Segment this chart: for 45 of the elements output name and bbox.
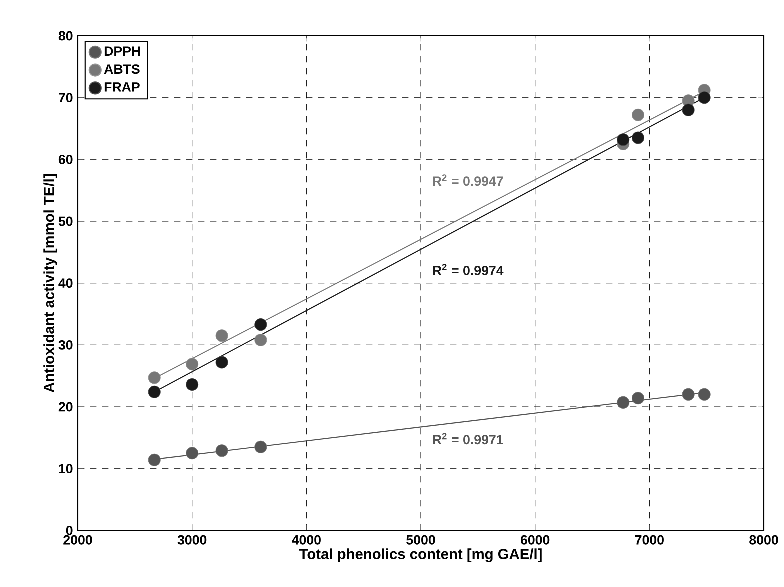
point (617, 134, 630, 146)
point (254, 334, 268, 347)
point (632, 132, 645, 144)
x-tick-label: 3000 (178, 536, 207, 545)
y-tick-label: 70 (59, 93, 73, 103)
y-tick-label: 80 (58, 31, 73, 41)
point (682, 388, 695, 402)
point (186, 358, 199, 371)
x-axis-title: Total phenolics content [mg GAE/l] (299, 548, 542, 563)
point (216, 356, 228, 369)
y-tick-label: 0 (66, 526, 73, 536)
point (148, 386, 161, 399)
point (186, 378, 199, 392)
y-axis-title: Antioxidant activity [mmol TE/l] (44, 174, 58, 393)
annotation: R$^{2}$ = 0.9947 (433, 174, 504, 186)
y-tick-label: 40 (58, 278, 73, 288)
x-tick-label: 5000 (406, 536, 436, 545)
annotation: R$^{2}$ = 0.9974 (433, 264, 504, 276)
point (216, 444, 228, 458)
point (632, 392, 645, 405)
x-tick-label: 6000 (520, 536, 550, 545)
y-tick-label: 10 (59, 464, 73, 474)
point (148, 454, 161, 467)
point (186, 447, 199, 460)
x-tick-label: 4000 (292, 536, 321, 545)
y-tick-label: 20 (58, 402, 73, 412)
y-tick-label: 60 (58, 155, 73, 165)
point (698, 92, 711, 104)
point (617, 396, 630, 410)
annotation: R$^{2}$ = 0.9971 (433, 433, 504, 445)
point (682, 104, 695, 117)
point (632, 109, 645, 122)
point (148, 372, 161, 384)
x-tick-label: 8000 (750, 536, 778, 545)
x-tick-label: 7000 (635, 536, 664, 545)
legend-label: FRAP (104, 82, 140, 92)
point (254, 441, 268, 454)
y-tick-label: 30 (58, 340, 73, 350)
y-tick-label: 50 (58, 216, 73, 226)
x-tick-label: 2000 (64, 536, 92, 545)
point (216, 330, 228, 342)
legend-label: DPPH (104, 46, 140, 56)
point (254, 318, 268, 332)
point (698, 388, 711, 402)
legend-label: ABTS (104, 64, 140, 74)
